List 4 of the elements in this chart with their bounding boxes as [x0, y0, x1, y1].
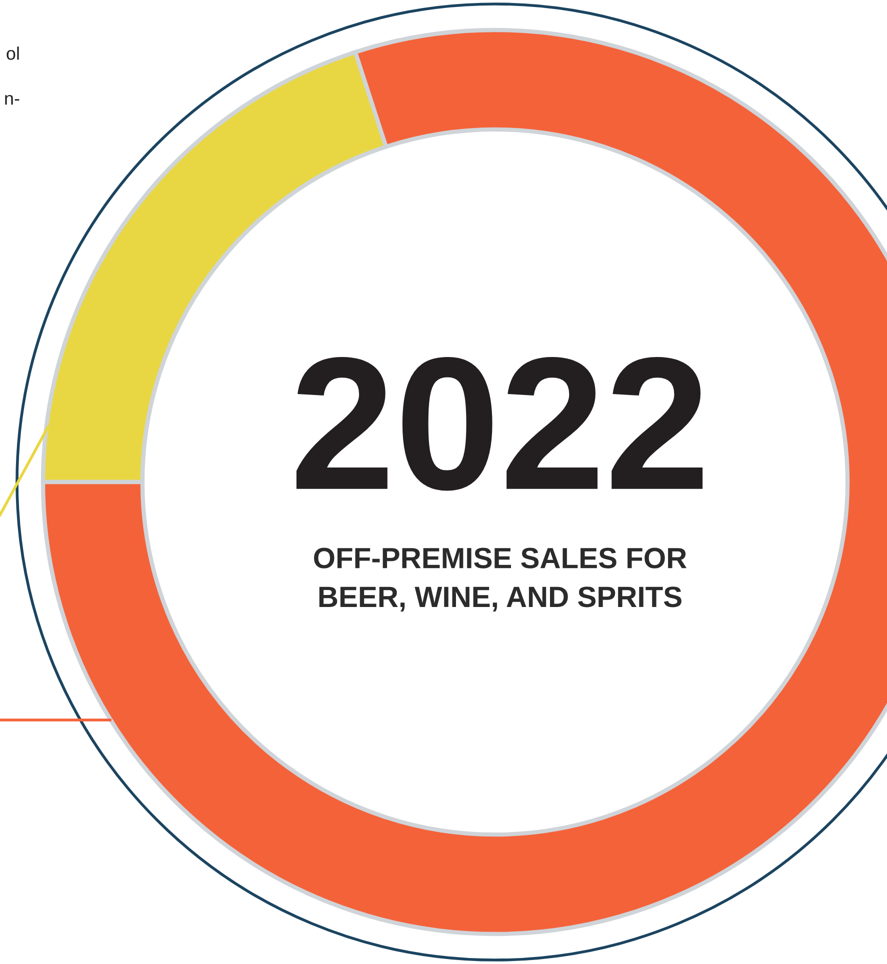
- text: 2022: [296, 356, 703, 491]
- text: OFF-PREMISE SALES FOR BEER, WINE, AND SPRITS: [314, 548, 687, 612]
- text: ol: [6, 46, 19, 60]
- text: n-: [5, 94, 20, 105]
